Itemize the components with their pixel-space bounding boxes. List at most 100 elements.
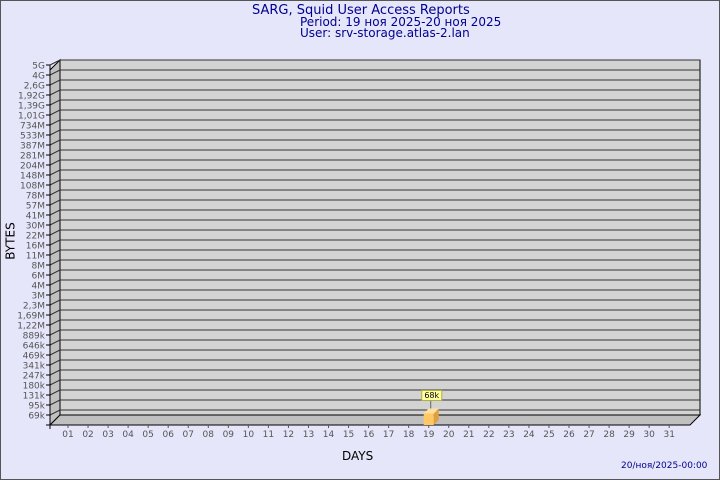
y-tick-label: 281M [20,152,45,162]
gridline-side [49,89,61,96]
x-tick-label: 12 [283,430,294,440]
y-tick-label: 131k [23,392,46,402]
x-tick-label: 18 [403,430,415,440]
x-tick-label: 06 [162,430,174,440]
y-tick-label: 108M [20,182,45,192]
chart-title: SARG, Squid User Access Reports [252,3,470,18]
y-tick-label: 22M [26,232,45,242]
x-tick-label: 22 [483,430,494,440]
gridline-side [49,199,61,206]
gridline-side [49,119,61,126]
bar-side [433,408,439,425]
x-tick-label: 21 [463,430,474,440]
x-tick-label: 01 [62,430,73,440]
y-tick-label: 16M [26,242,45,252]
gridline-side [49,169,61,176]
gridline-side [49,239,61,246]
gridline-side [49,369,61,376]
gridline-side [49,69,61,76]
gridline-side [49,379,61,386]
x-tick-label: 27 [583,430,594,440]
y-tick-label: 8M [32,262,46,272]
x-axis-label: DAYS [342,449,374,463]
y-tick-label: 387M [20,142,45,152]
y-tick-label: 2,6G [24,82,45,92]
y-tick-label: 734M [20,122,45,132]
chart-period: Period: 19 ноя 2025-20 ноя 2025 [300,15,502,29]
gridline-side [49,259,61,266]
y-tick-label: 646k [23,342,46,352]
gridline-side [49,319,61,326]
gridline-side [49,389,61,396]
plot-floor [48,414,702,426]
y-tick-label: 1,01G [18,112,45,122]
gridline-side [49,269,61,276]
x-tick-label: 15 [343,430,354,440]
x-tick-label: 05 [142,430,153,440]
y-tick-label: 341k [23,362,46,372]
gridline-side [49,99,61,106]
bar-label-box [421,389,443,401]
gridline-side [49,139,61,146]
x-tick-label: 11 [263,430,274,440]
y-tick-label: 889k [23,332,46,342]
gridline-side [49,229,61,236]
x-tick-label: 17 [383,430,394,440]
y-tick-label: 78M [26,192,45,202]
plot-back-wall [59,59,701,416]
gridline-side [49,279,61,286]
y-tick-label: 2,3M [23,302,45,312]
x-tick-label: 14 [323,430,335,440]
y-tick-label: 11M [26,252,45,262]
x-tick-label: 08 [203,430,215,440]
x-tick-label: 25 [543,430,554,440]
y-tick-label: 5G [32,62,45,72]
y-tick-label: 247k [23,372,46,382]
y-tick-label: 180k [23,382,46,392]
x-tick-label: 31 [663,430,674,440]
y-tick-label: 1,69M [17,312,45,322]
x-tick-label: 26 [563,430,575,440]
gridline-side [49,329,61,336]
y-tick-label: 1,92G [18,92,45,102]
x-tick-label: 02 [82,430,93,440]
y-tick-label: 41M [26,212,45,222]
x-tick-label: 20 [443,430,455,440]
gridline-side [49,159,61,166]
x-tick-label: 28 [603,430,615,440]
x-tick-label: 04 [122,430,134,440]
gridline-side [49,409,61,416]
x-tick-label: 03 [102,430,113,440]
x-tick-label: 29 [623,430,635,440]
bar-label: 68k [424,391,439,400]
y-tick-label: 533M [20,132,45,142]
x-tick-label: 19 [423,430,435,440]
y-tick-label: 4M [32,282,46,292]
gridline-side [49,309,61,316]
y-tick-label: 1,39G [18,102,45,112]
timestamp: 20/ноя/2025-00:00 [621,461,708,471]
y-tick-label: 69k [28,412,45,422]
gridline-side [49,249,61,256]
x-tick-label: 23 [503,430,514,440]
gridline-side [49,129,61,136]
x-tick-label: 09 [223,430,235,440]
x-tick-label: 24 [523,430,535,440]
gridline-side [49,149,61,156]
gridline-side [49,179,61,186]
y-tick-label: 57M [26,202,45,212]
y-tick-label: 3M [32,292,46,302]
chart-user: User: srv-storage.atlas-2.lan [300,26,470,40]
bar-top [423,408,439,414]
gridline-side [49,299,61,306]
y-tick-label: 1,22M [17,322,45,332]
x-tick-label: 10 [243,430,255,440]
gridline-side [49,289,61,296]
y-tick-label: 4G [32,72,45,82]
y-tick-label: 95k [28,402,45,412]
gridline-side [49,109,61,116]
gridline-side [49,399,61,406]
gridline-side [49,219,61,226]
y-tick-label: 30M [26,222,45,232]
